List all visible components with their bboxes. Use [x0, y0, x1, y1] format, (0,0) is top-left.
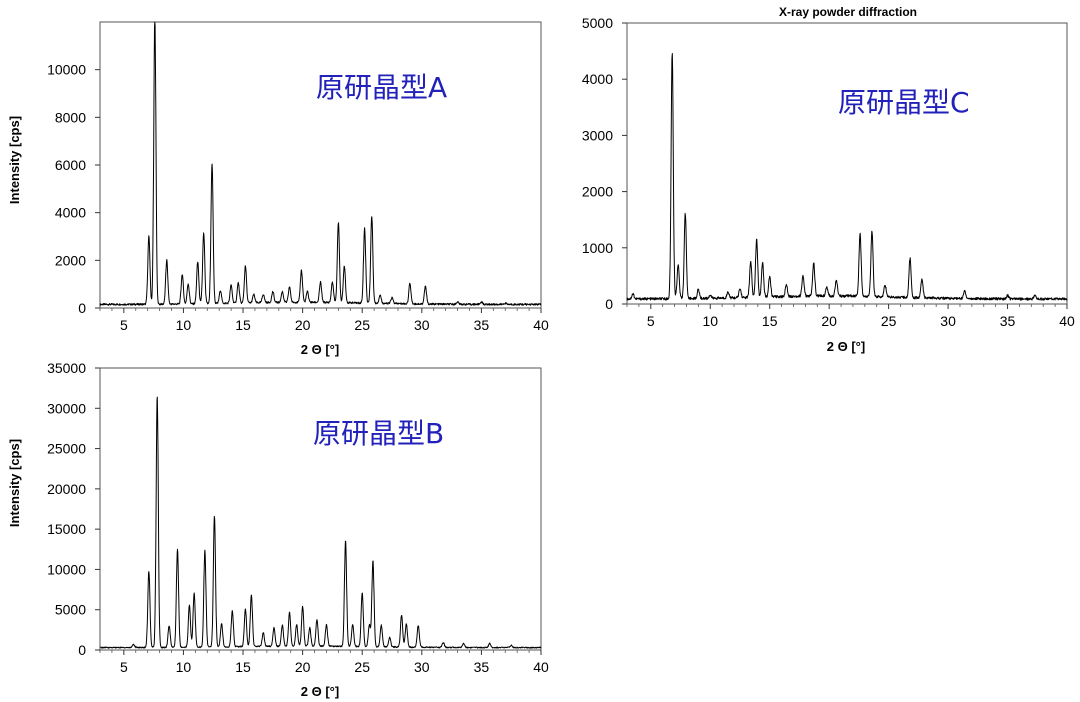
panel-b-x-tick-label: 10 — [176, 659, 192, 675]
panel-c-y-tick-label: 0 — [605, 296, 613, 312]
panel-b-pattern-line — [99, 396, 542, 649]
panel-b: Intensity [cps] 2 Θ [°] 原研晶型B 5 10 15 20 25 3… — [7, 360, 549, 699]
panel-a-y-tick-label: 8000 — [55, 109, 86, 125]
panel-c-xlabel: 2 Θ [°] — [827, 339, 865, 354]
panel-a-x-tick-label: 10 — [176, 317, 192, 333]
panel-a-y-tick-label: 0 — [78, 300, 86, 316]
panel-c-x-tick-label: 10 — [702, 313, 718, 329]
panel-a-ylabel: Intensity [cps] — [7, 116, 22, 204]
panel-a-x-tick-label: 15 — [235, 317, 251, 333]
panel-c-y-tick-label: 1000 — [582, 240, 613, 256]
panel-b-x-tick-label: 40 — [533, 659, 549, 675]
panel-c-annotation: 原研晶型C — [838, 86, 970, 119]
panel-a-y-tick-label: 10000 — [47, 62, 86, 78]
panel-b-y-tick-label: 20000 — [47, 481, 86, 497]
panel-a-x-tick-label: 35 — [474, 317, 490, 333]
panel-c-y-tick-label: 2000 — [582, 184, 613, 200]
panel-b-y-tick-label: 25000 — [47, 441, 86, 457]
panel-a-pattern-line — [99, 21, 542, 306]
panel-c-y-tick-label: 3000 — [582, 127, 613, 143]
panel-a-x-tick-label: 40 — [533, 317, 549, 333]
panel-b-x-tick-label: 15 — [235, 659, 251, 675]
panel-b-y-tick-label: 30000 — [47, 400, 86, 416]
panel-c-pattern-line — [626, 53, 1068, 301]
panel-b-y-tick-label: 35000 — [47, 360, 86, 376]
panel-c-title: X-ray powder diffraction — [779, 5, 917, 19]
panel-b-plot-area: 5 10 15 20 25 30 35 40 0 5000 10000 15000 20000 25000… — [47, 360, 549, 675]
panel-c-x-tick-label: 15 — [762, 313, 778, 329]
panel-b-y-tick-label: 5000 — [55, 602, 86, 618]
panel-c-y-tick-label: 5000 — [582, 15, 613, 31]
panel-a-xlabel: 2 Θ [°] — [301, 342, 339, 357]
panel-b-x-tick-label: 35 — [474, 659, 490, 675]
panel-c-x-tick-label: 20 — [821, 313, 837, 329]
panel-c: X-ray powder diffraction 2 Θ [°] 原研晶型C 5… — [582, 5, 1075, 354]
panel-c-frame — [626, 22, 1068, 305]
panel-b-y-tick-label: 0 — [78, 642, 86, 658]
panel-c-plot-area: 5 10 15 20 25 30 35 40 0 1000 2000 3000 4000 5000 — [582, 15, 1075, 329]
panel-c-x-tick-label: 30 — [940, 313, 956, 329]
panel-b-xlabel: 2 Θ [°] — [301, 684, 339, 699]
panel-b-y-tick-label: 10000 — [47, 561, 86, 577]
panel-b-annotation: 原研晶型B — [313, 417, 444, 450]
panel-a-y-tick-label: 4000 — [55, 205, 86, 221]
panel-a-x-tick-label: 30 — [414, 317, 430, 333]
panel-b-y-tick-label: 15000 — [47, 521, 86, 537]
panel-b-frame — [99, 367, 542, 651]
panel-c-x-tick-label: 35 — [1000, 313, 1016, 329]
panel-a-plot-area: 5 10 15 20 25 30 35 40 0 2000 4000 6000 8000 10000 — [47, 21, 549, 333]
panel-a-x-tick-label: 20 — [295, 317, 311, 333]
panel-a-y-tick-label: 2000 — [55, 252, 86, 268]
panel-b-x-tick-label: 5 — [120, 659, 128, 675]
panel-b-x-tick-label: 20 — [295, 659, 311, 675]
panel-c-x-tick-label: 25 — [881, 313, 897, 329]
panel-b-ylabel: Intensity [cps] — [7, 439, 22, 527]
panel-c-x-tick-label: 40 — [1059, 313, 1075, 329]
panel-c-x-tick-label: 5 — [647, 313, 655, 329]
panel-b-x-tick-label: 25 — [354, 659, 370, 675]
panel-a-x-tick-label: 25 — [354, 317, 370, 333]
panel-c-y-tick-label: 4000 — [582, 71, 613, 87]
panel-a: Intensity [cps] 2 Θ [°] 原研晶型A 5 10 15 20 25 3… — [7, 21, 549, 357]
panel-a-annotation: 原研晶型A — [316, 71, 447, 104]
panel-a-y-tick-label: 6000 — [55, 157, 86, 173]
panel-a-x-tick-label: 5 — [120, 317, 128, 333]
panel-b-x-tick-label: 30 — [414, 659, 430, 675]
